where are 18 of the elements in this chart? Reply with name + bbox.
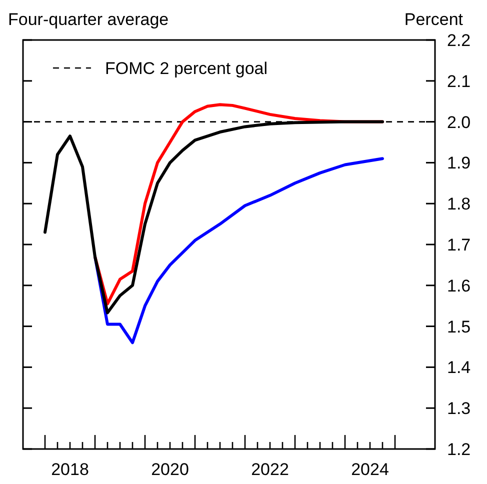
chart-title: Four-quarter average [8, 10, 169, 29]
y-tick-label: 1.6 [447, 276, 471, 296]
x-tick-label: 2024 [351, 460, 389, 479]
x-tick-label: 2022 [251, 460, 289, 479]
y-tick-label: 2.0 [447, 112, 471, 132]
legend-label: FOMC 2 percent goal [105, 59, 268, 78]
y-tick-label: 1.7 [447, 236, 471, 254]
y-tick-label: 1.5 [447, 317, 471, 336]
x-tick-label: 2018 [51, 460, 89, 479]
y-tick-label: 1.9 [447, 154, 471, 173]
x-tick-label: 2020 [151, 460, 189, 479]
y-axis-title: Percent [404, 10, 464, 29]
y-tick-label: 1.3 [447, 399, 471, 418]
y-tick-label: 2.1 [447, 72, 471, 91]
y-tick-label: 2.2 [447, 31, 471, 50]
y-tick-label: 1.4 [447, 358, 471, 378]
y-tick-label: 1.2 [447, 440, 471, 459]
y-tick-label: 1.8 [447, 194, 471, 214]
